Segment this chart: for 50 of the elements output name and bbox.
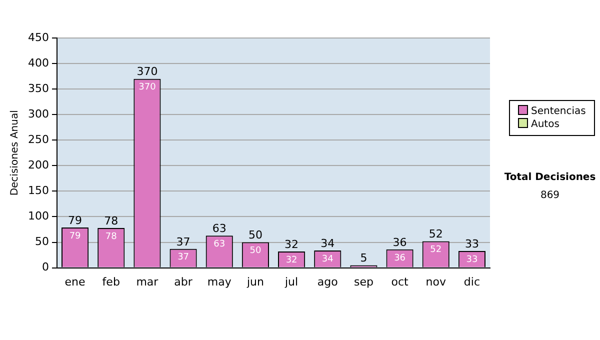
total-label: 32 xyxy=(284,238,299,251)
x-tick-label: may xyxy=(207,275,232,288)
y-tick-label: 0 xyxy=(42,260,49,274)
x-tick-label: dic xyxy=(464,275,480,288)
y-axis-title: Decisiones Anual xyxy=(10,110,21,196)
data-label: 63 xyxy=(214,239,226,250)
text: Total Decisiones xyxy=(503,172,597,183)
data-label: 79 xyxy=(69,231,82,242)
y-tick-label: 50 xyxy=(34,235,49,248)
total-label: 5 xyxy=(360,252,368,265)
text: 869 xyxy=(539,190,561,201)
x-tick-label: sep xyxy=(354,275,374,288)
y-tick-label: 250 xyxy=(28,132,49,146)
x-tick-label: feb xyxy=(102,275,120,288)
legend-label: Sentencias xyxy=(530,105,586,118)
total-label: 33 xyxy=(464,237,479,250)
x-tick-label: abr xyxy=(174,275,193,288)
x-tick-label: mar xyxy=(136,275,159,288)
x-tick-label: jul xyxy=(284,275,298,288)
total-label: 50 xyxy=(248,228,262,242)
y-tick-label: 300 xyxy=(28,107,49,120)
data-label: 32 xyxy=(286,255,298,266)
data-label: 36 xyxy=(394,253,406,264)
total-label: 370 xyxy=(136,65,158,78)
total-label: 37 xyxy=(176,235,190,248)
total-label: 78 xyxy=(104,214,118,228)
y-tick-label: 200 xyxy=(28,158,49,172)
data-label: 33 xyxy=(466,254,478,265)
data-label: 370 xyxy=(138,82,156,93)
y-tick-label: 450 xyxy=(28,30,49,44)
y-tick-label: 100 xyxy=(28,210,49,223)
x-tick-label: nov xyxy=(426,275,446,288)
x-tick-label: ene xyxy=(64,275,86,288)
y-tick-label: 350 xyxy=(28,82,49,95)
legend-label: Autos xyxy=(530,118,560,131)
data-label: 37 xyxy=(178,252,190,263)
total-label: 52 xyxy=(428,228,443,241)
data-label: 52 xyxy=(430,245,442,256)
x-tick-label: jun xyxy=(246,275,264,288)
total-label: 36 xyxy=(392,236,407,249)
data-label: 50 xyxy=(250,246,262,256)
y-tick-label: 400 xyxy=(28,56,49,70)
total-label: 34 xyxy=(320,236,335,250)
total-label: 63 xyxy=(212,222,226,235)
x-tick-label: oct xyxy=(391,275,410,288)
y-tick-label: 150 xyxy=(28,184,49,198)
data-label: 78 xyxy=(105,232,118,242)
x-tick-label: ago xyxy=(317,275,338,288)
total-label: 79 xyxy=(68,214,82,227)
data-label: 34 xyxy=(322,254,334,264)
